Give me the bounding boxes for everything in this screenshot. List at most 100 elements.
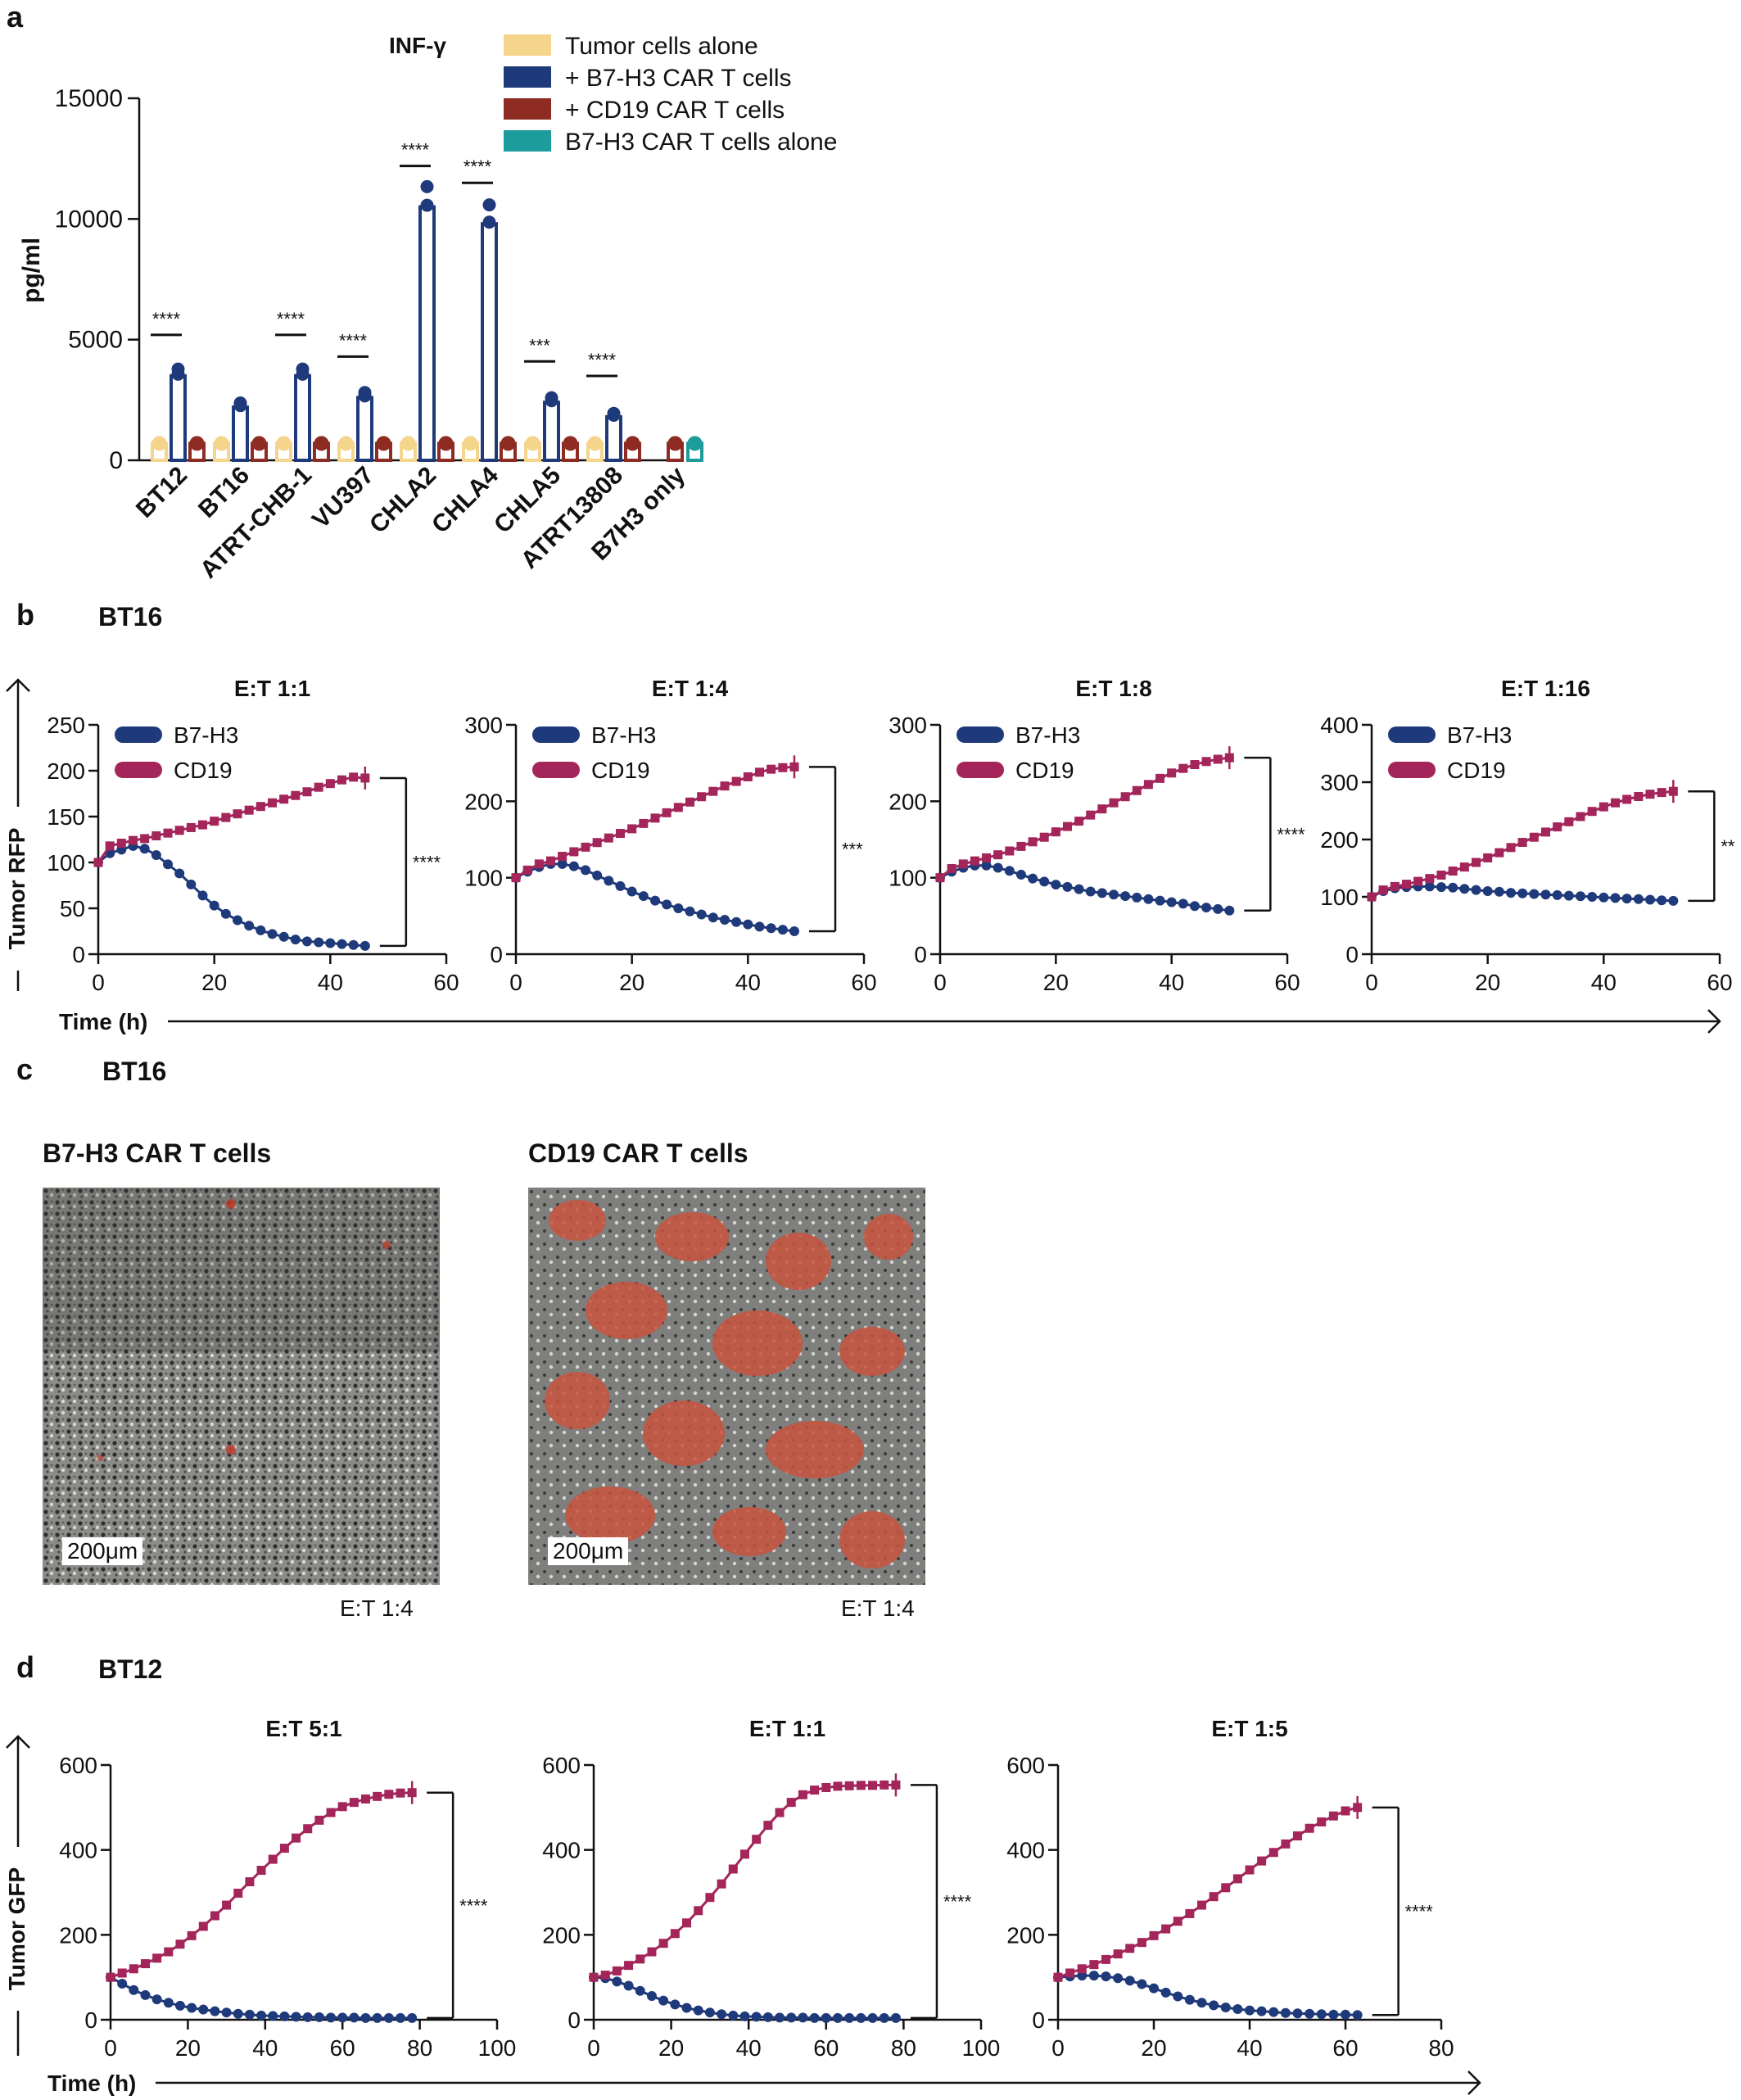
b1-point-CD19 bbox=[174, 826, 184, 835]
b4-y-tick-label: 200 bbox=[1320, 827, 1359, 853]
b4-point-CD19 bbox=[1634, 792, 1644, 801]
b3-point-B7-H3 bbox=[1028, 873, 1038, 884]
b3-x-tick-label: 60 bbox=[1274, 970, 1300, 995]
b3-point-CD19 bbox=[1062, 821, 1072, 831]
b-x-axis-label: Time (h) bbox=[59, 1009, 147, 1034]
b3-point-B7-H3 bbox=[1166, 897, 1177, 907]
d3-point-B7-H3 bbox=[1328, 2009, 1339, 2020]
d2-point-CD19 bbox=[600, 1971, 610, 1980]
b1-legend-swatch-B7-H3 bbox=[115, 726, 162, 743]
b4-point-B7-H3 bbox=[1517, 888, 1528, 898]
b3-point-B7-H3 bbox=[1155, 895, 1165, 906]
et-ratio-cd19: E:T 1:4 bbox=[841, 1595, 915, 1621]
d2-point-CD19 bbox=[694, 1906, 703, 1916]
b4-point-B7-H3 bbox=[1610, 893, 1621, 903]
d3-point-CD19 bbox=[1053, 1972, 1063, 1982]
b4-point-B7-H3 bbox=[1645, 894, 1655, 905]
a-sig-label-CHLA5: *** bbox=[529, 335, 550, 355]
b3-point-B7-H3 bbox=[1085, 886, 1096, 897]
d-x-axis-label: Time (h) bbox=[47, 2071, 136, 2096]
a-point-B7H3 only bbox=[667, 436, 683, 451]
d1-point-B7-H3 bbox=[244, 2009, 255, 2020]
b3-point-CD19 bbox=[993, 850, 1003, 860]
d2-point-CD19 bbox=[821, 1782, 831, 1792]
d2-point-B7-H3 bbox=[832, 2012, 843, 2023]
a-point-BT16 bbox=[214, 436, 229, 451]
b3-point-CD19 bbox=[970, 856, 979, 866]
d2-point-B7-H3 bbox=[693, 2005, 703, 2016]
b3-point-B7-H3 bbox=[1224, 905, 1235, 916]
b3-point-B7-H3 bbox=[1062, 881, 1073, 892]
b2-x-tick-label: 40 bbox=[735, 970, 761, 995]
d2-point-B7-H3 bbox=[890, 2012, 901, 2023]
a-point-BT12 bbox=[151, 436, 167, 451]
d3-point-B7-H3 bbox=[1209, 2000, 1219, 2011]
b1-y-tick-label: 200 bbox=[47, 758, 85, 784]
d3-point-B7-H3 bbox=[1256, 2006, 1267, 2016]
d2-point-B7-H3 bbox=[751, 2012, 762, 2022]
b2-point-CD19 bbox=[616, 829, 625, 839]
b2-point-CD19 bbox=[546, 856, 555, 866]
a-legend-swatch-1 bbox=[504, 66, 551, 88]
d2-x-tick-label: 80 bbox=[891, 2035, 916, 2061]
b4-point-B7-H3 bbox=[1506, 888, 1516, 898]
b3-point-B7-H3 bbox=[1109, 889, 1119, 900]
d1-point-B7-H3 bbox=[349, 2012, 360, 2023]
d-y-arrow-head bbox=[6, 1735, 30, 1749]
a-point-CHLA4 bbox=[482, 198, 496, 212]
d3-point-B7-H3 bbox=[1316, 2009, 1327, 2020]
b3-point-B7-H3 bbox=[1132, 892, 1142, 903]
b2-point-CD19 bbox=[743, 772, 753, 781]
b1-point-CD19 bbox=[291, 790, 301, 800]
b3-point-CD19 bbox=[1016, 841, 1026, 851]
d1-point-B7-H3 bbox=[383, 2012, 394, 2023]
d3-line-B7-H3 bbox=[1057, 1974, 1358, 2016]
b2-x-tick-label: 60 bbox=[851, 970, 876, 995]
b2-legend-label-B7-H3: B7-H3 bbox=[591, 722, 656, 748]
d3-point-B7-H3 bbox=[1149, 1983, 1159, 1994]
d1-point-CD19 bbox=[175, 1939, 185, 1949]
d2-x-tick-label: 100 bbox=[962, 2035, 1001, 2061]
a-point-ATRT13808 bbox=[587, 436, 603, 451]
a-point-BT16 bbox=[233, 396, 247, 410]
a-bar-CHLA5 bbox=[543, 401, 560, 462]
d1-point-B7-H3 bbox=[337, 2012, 348, 2023]
b3-point-CD19 bbox=[1167, 768, 1177, 778]
b3-point-CD19 bbox=[1097, 804, 1107, 814]
b1-point-B7-H3 bbox=[209, 900, 219, 911]
a-category-label-BT12: BT12 bbox=[131, 462, 192, 523]
b4-point-CD19 bbox=[1459, 862, 1469, 872]
d2-point-CD19 bbox=[786, 1798, 796, 1808]
a-point-CHLA2 bbox=[420, 179, 434, 193]
d1-point-B7-H3 bbox=[174, 2000, 185, 2011]
d3-y-tick-label: 600 bbox=[1006, 1753, 1045, 1778]
b1-y-tick-label: 0 bbox=[72, 942, 85, 967]
a-legend-swatch-0 bbox=[504, 34, 551, 56]
d2-y-tick-label: 400 bbox=[542, 1838, 581, 1863]
d3-point-CD19 bbox=[1077, 1964, 1087, 1974]
b1-point-CD19 bbox=[151, 831, 161, 841]
d2-point-CD19 bbox=[763, 1821, 773, 1831]
b2-point-CD19 bbox=[673, 803, 683, 812]
d1-point-CD19 bbox=[349, 1798, 359, 1808]
d2-point-B7-H3 bbox=[646, 1990, 657, 2001]
b1-point-CD19 bbox=[186, 822, 196, 832]
d1-point-B7-H3 bbox=[279, 2011, 290, 2021]
b2-point-CD19 bbox=[581, 842, 590, 852]
d2-y-tick-label: 200 bbox=[542, 1922, 581, 1948]
d1-title: E:T 5:1 bbox=[265, 1716, 341, 1741]
b3-point-B7-H3 bbox=[1143, 894, 1154, 904]
d2-point-CD19 bbox=[612, 1966, 622, 1976]
d-x-arrow-head bbox=[1467, 2071, 1481, 2095]
b1-point-CD19 bbox=[233, 809, 242, 819]
b1-point-B7-H3 bbox=[278, 931, 289, 942]
d3-x-tick-label: 80 bbox=[1428, 2035, 1454, 2061]
b3-point-B7-H3 bbox=[1120, 891, 1131, 902]
b4-point-B7-H3 bbox=[1448, 882, 1458, 893]
b1-x-tick-label: 40 bbox=[318, 970, 343, 995]
d2-point-CD19 bbox=[670, 1929, 680, 1939]
b1-point-CD19 bbox=[337, 775, 346, 785]
b1-point-B7-H3 bbox=[163, 859, 173, 870]
d1-point-B7-H3 bbox=[360, 2012, 371, 2023]
b4-point-CD19 bbox=[1645, 790, 1655, 799]
